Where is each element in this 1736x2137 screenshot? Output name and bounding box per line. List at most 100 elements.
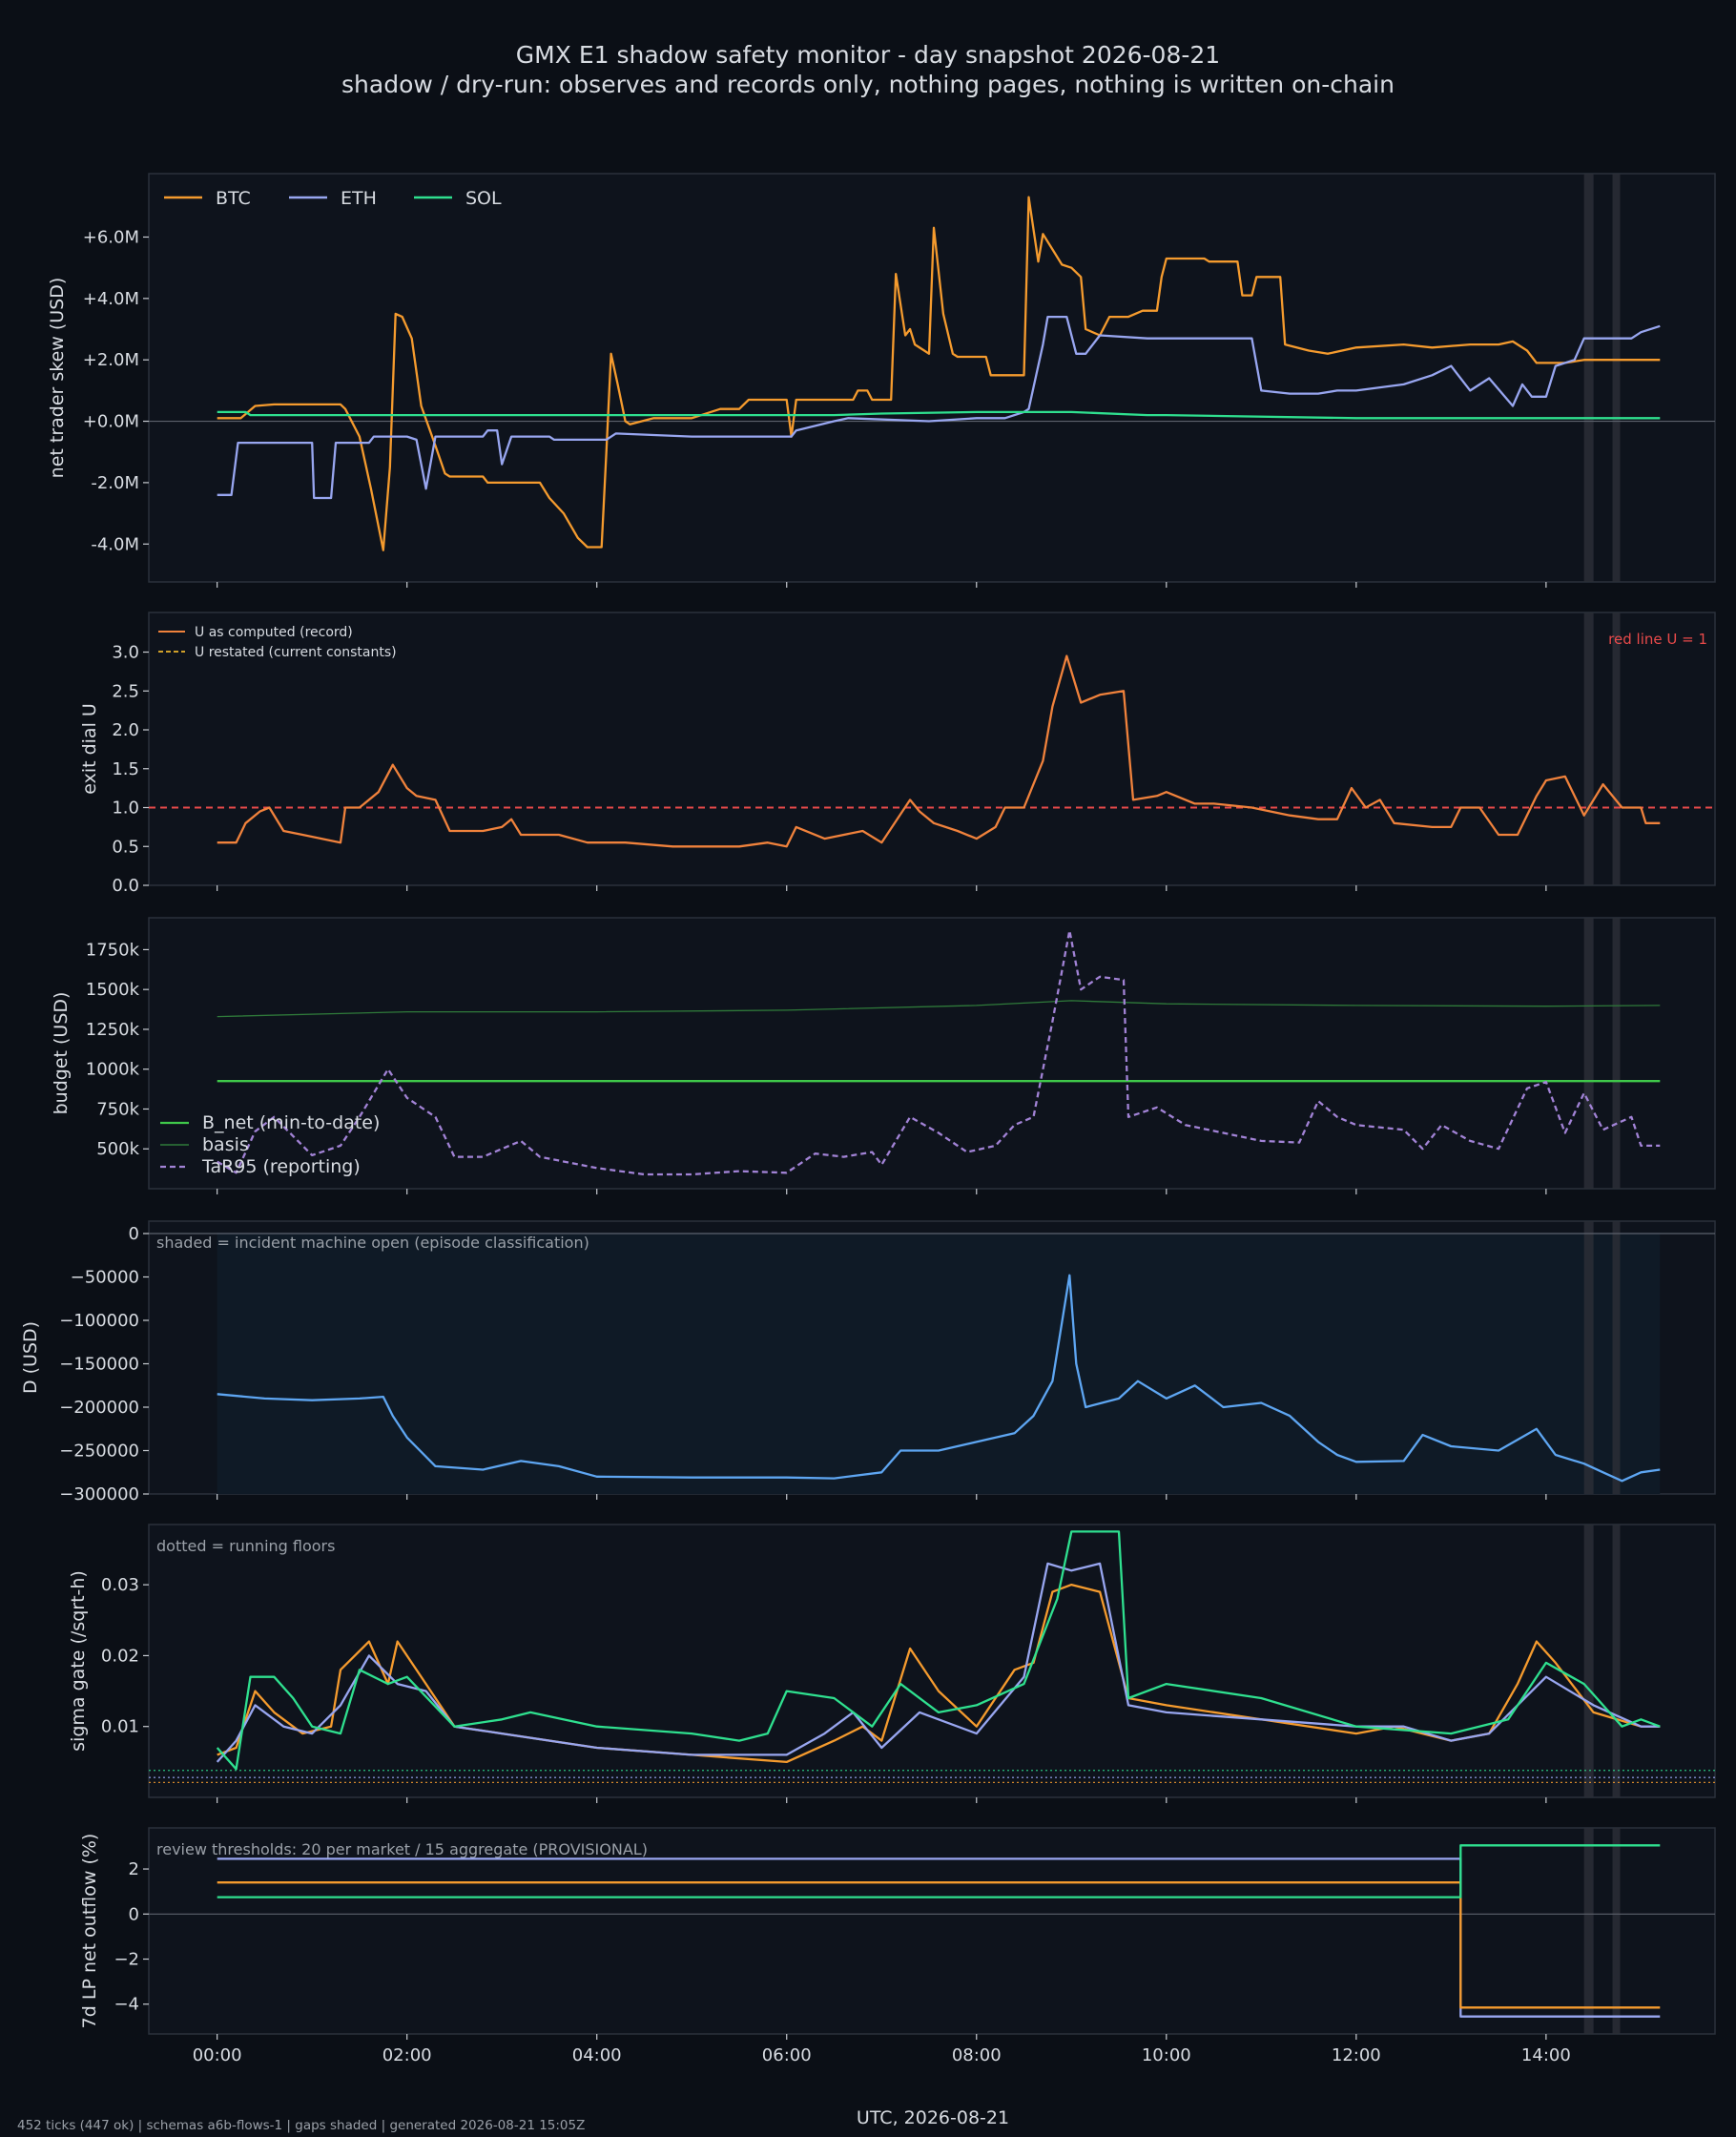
y-tick-label: 2	[129, 1859, 139, 1879]
gap-shade	[1583, 174, 1594, 582]
y-tick-label: 1500k	[86, 980, 140, 1000]
y-tick-label: −250000	[59, 1442, 139, 1462]
figure-subtitle: shadow / dry-run: observes and records o…	[341, 71, 1395, 98]
gap-shade	[1583, 1828, 1594, 2034]
gap-shade	[1583, 612, 1594, 885]
y-tick-label: +0.0M	[83, 412, 139, 432]
x-axis: 00:00 02:00 04:00 06:00 08:00 10:00 12:00 14:00	[193, 2045, 1571, 2065]
y-tick-label: 1250k	[86, 1020, 140, 1040]
y-axis-label: 7d LP net outflow (%)	[79, 1834, 100, 2029]
panel-annotation: dotted = running floors	[156, 1537, 335, 1555]
y-tick-label: +2.0M	[83, 350, 139, 370]
panels: +6.0M +4.0M +2.0M +0.0M -2.0M -4.0M net trader…	[20, 173, 1716, 2040]
legend-entry: SOL	[465, 188, 502, 209]
y-tick-label: −2	[114, 1950, 139, 1970]
gap-shade	[1612, 918, 1621, 1189]
y-axis-label: net trader skew (USD)	[47, 278, 68, 479]
y-axis-label: exit dial U	[79, 703, 100, 795]
y-tick-label: -4.0M	[91, 534, 139, 554]
figure-title: GMX E1 shadow safety monitor - day snaps…	[516, 41, 1220, 69]
y-tick-label: 750k	[96, 1099, 139, 1119]
y-tick-label: −150000	[59, 1355, 139, 1375]
y-tick-label: +6.0M	[83, 227, 139, 247]
plot-frame	[148, 173, 1716, 583]
gap-shade	[1583, 1525, 1594, 1797]
panel-1: +6.0M +4.0M +2.0M +0.0M -2.0M -4.0M net trader…	[47, 173, 1716, 588]
legend-entry: U restated (current constants)	[195, 645, 397, 660]
x-axis-label: UTC, 2026-08-21	[857, 2107, 1009, 2128]
y-tick-label: −50000	[71, 1268, 139, 1288]
series-eth	[217, 315, 1661, 500]
y-tick-label: 0.02	[101, 1646, 139, 1666]
y-tick-label: 1.0	[112, 799, 139, 819]
gap-shade	[1583, 918, 1594, 1189]
legend-entry: U as computed (record)	[195, 625, 353, 640]
y-tick-label: −4	[114, 1995, 139, 2015]
y-axis-label: sigma gate (/sqrt-h)	[68, 1570, 89, 1752]
plot-frame	[148, 1524, 1716, 1798]
legend-entry: BTC	[216, 188, 251, 209]
panel-2: 0.0 0.5 1.0 1.5 2.0 2.5 3.0 exit dial U red line…	[79, 612, 1716, 896]
y-axis-label: budget (USD)	[51, 992, 72, 1115]
y-tick-label: 3.0	[112, 643, 139, 663]
x-tick-label: 00:00	[193, 2045, 242, 2065]
series-tar95-reporting-	[217, 929, 1661, 1176]
series-sol	[217, 1844, 1661, 1898]
incident-shade	[217, 1233, 1661, 1494]
panel-4: 0 −50000 −100000 −150000 −200000 −250000 −3000…	[20, 1220, 1716, 1504]
y-tick-label: 0.0	[112, 876, 139, 896]
y-tick-label: 0	[129, 1904, 139, 1924]
y-tick-label: −100000	[59, 1311, 139, 1331]
plot-frame	[148, 1827, 1716, 2035]
y-tick-label: 1.5	[112, 759, 139, 779]
y-tick-label: 2.5	[112, 681, 139, 701]
legend-entry: TaR95 (reporting)	[201, 1156, 361, 1177]
legend-entry: B_net (min-to-date)	[202, 1112, 380, 1133]
legend-entry: ETH	[341, 188, 377, 209]
panel-6: 2 0 −2 −4 7d LP net outflow (%) review thresh…	[79, 1827, 1716, 2040]
y-tick-label: 0.5	[112, 837, 139, 857]
series-btc	[217, 1881, 1661, 2009]
panel-3: 500k 750k 1000k 1250k 1500k 1750k budget (USD)…	[51, 917, 1716, 1194]
y-tick-label: 1750k	[86, 940, 140, 960]
y-tick-label: 0.03	[101, 1575, 139, 1595]
series-basis	[217, 1000, 1661, 1018]
y-tick-label: −300000	[59, 1484, 139, 1504]
panel-annotation: shaded = incident machine open (episode …	[156, 1234, 589, 1252]
y-tick-label: -2.0M	[91, 473, 139, 493]
x-tick-label: 04:00	[572, 2045, 622, 2065]
y-tick-label: 500k	[96, 1139, 139, 1159]
x-tick-label: 10:00	[1142, 2045, 1191, 2065]
panel-5: 0.01 0.02 0.03 sigma gate (/sqrt-h) dotted =…	[68, 1524, 1716, 1803]
legend-entry: basis	[202, 1134, 249, 1155]
y-tick-label: −200000	[59, 1398, 139, 1418]
plot-frame	[148, 917, 1716, 1190]
series-sol	[216, 1530, 1661, 1771]
gap-shade	[1612, 1221, 1621, 1494]
y-tick-label: 1000k	[86, 1060, 140, 1080]
series-sol	[217, 410, 1661, 420]
series-u-as-computed-record-	[217, 654, 1661, 848]
gap-shade	[1583, 1221, 1594, 1494]
y-tick-label: 0	[129, 1224, 139, 1244]
x-tick-label: 02:00	[382, 2045, 432, 2065]
y-tick-label: 2.0	[112, 720, 139, 740]
gap-shade	[1612, 1828, 1621, 2034]
y-tick-label: +4.0M	[83, 289, 139, 309]
series-btc	[217, 196, 1661, 551]
threshold-label: red line U = 1	[1608, 631, 1707, 648]
y-tick-label: 0.01	[101, 1717, 139, 1737]
gap-shade	[1612, 612, 1621, 885]
x-tick-label: 12:00	[1332, 2045, 1381, 2065]
panel-annotation: review thresholds: 20 per market / 15 ag…	[156, 1840, 648, 1858]
footer-status: 452 ticks (447 ok) | schemas a6b-flows-1…	[17, 2118, 585, 2133]
plot-frame	[148, 612, 1716, 886]
series-d	[217, 1274, 1661, 1483]
x-tick-label: 08:00	[952, 2045, 1002, 2065]
x-tick-label: 06:00	[762, 2045, 812, 2065]
gap-shade	[1612, 1525, 1621, 1797]
x-tick-label: 14:00	[1521, 2045, 1571, 2065]
gap-shade	[1612, 174, 1621, 582]
y-axis-label: D (USD)	[20, 1321, 41, 1394]
